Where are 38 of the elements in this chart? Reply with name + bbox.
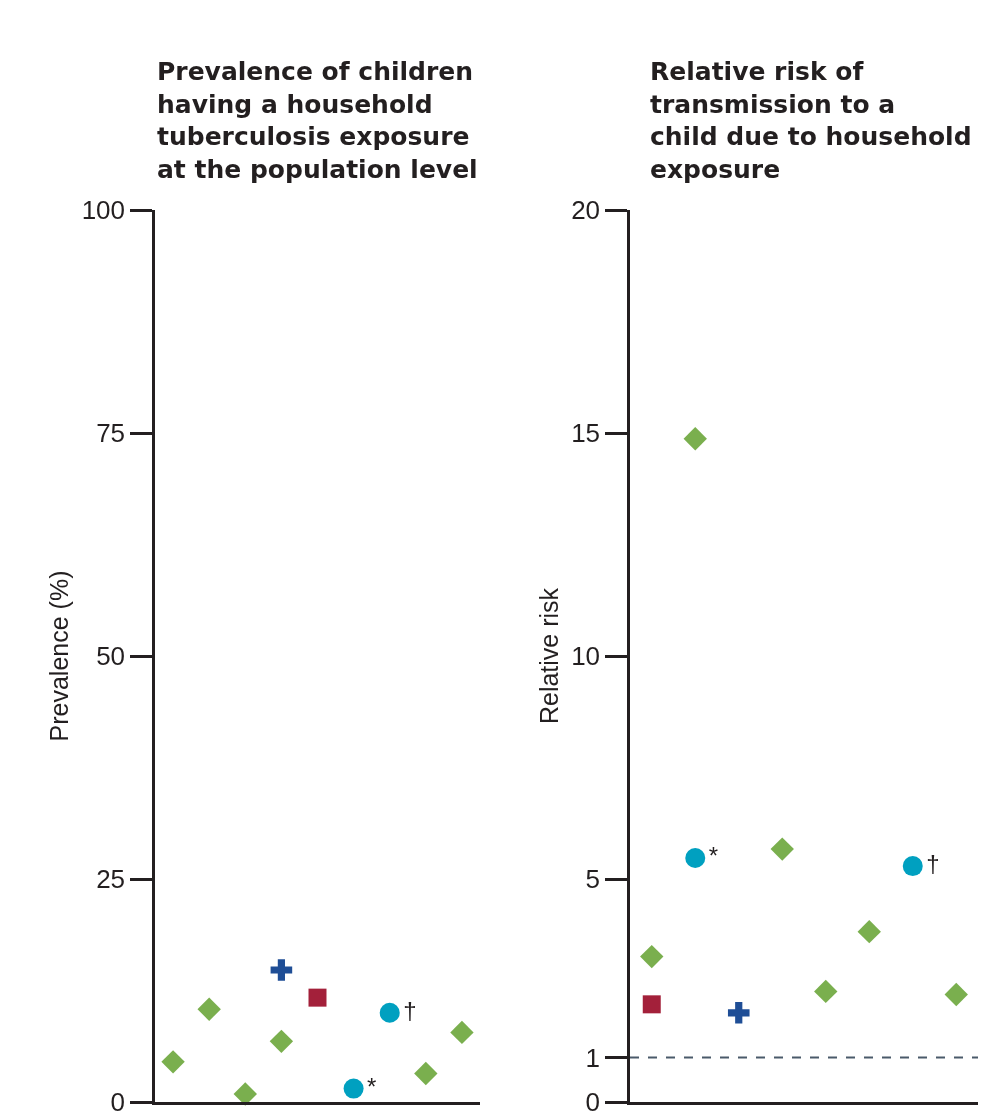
point	[944, 982, 968, 1007]
point	[727, 1002, 750, 1024]
data-label: †	[926, 850, 940, 878]
y-tick-label: 0	[585, 1087, 601, 1118]
point	[379, 1002, 400, 1023]
point	[161, 1050, 185, 1074]
y-tick-label: 75	[96, 418, 126, 449]
point	[414, 1061, 438, 1086]
y-tick-label: 15	[571, 418, 601, 449]
point	[343, 1078, 364, 1099]
y-tick-label: 50	[96, 641, 126, 672]
y-tick-label: 100	[81, 195, 126, 226]
point	[770, 837, 794, 861]
y-tick-label: 0	[110, 1087, 126, 1118]
chart-title: Relative risk of transmission to a child due to household exposure	[650, 57, 972, 184]
point	[197, 997, 221, 1021]
point	[269, 1029, 294, 1054]
point	[270, 959, 293, 981]
chart-title: Prevalence of children having a household tuberculosis exposure at the population level	[157, 57, 478, 184]
y-axis-title: Prevalence (%)	[45, 570, 74, 742]
point	[857, 919, 881, 944]
y-tick-label: 25	[96, 864, 126, 895]
data-label: †	[403, 996, 417, 1024]
data-label: *	[367, 1072, 377, 1100]
point	[902, 856, 923, 877]
point	[685, 848, 706, 869]
y-axis-title: Relative risk	[534, 587, 563, 725]
point	[450, 1020, 474, 1045]
y-tick-label: 10	[571, 641, 601, 672]
point	[683, 427, 707, 451]
point	[642, 995, 661, 1014]
y-tick-label: 20	[571, 195, 601, 226]
y-tick-label: 1	[585, 1042, 601, 1073]
point	[308, 988, 327, 1007]
point	[814, 979, 838, 1004]
data-label: *	[708, 842, 719, 870]
y-tick-label: 5	[585, 864, 601, 895]
point	[640, 944, 664, 969]
